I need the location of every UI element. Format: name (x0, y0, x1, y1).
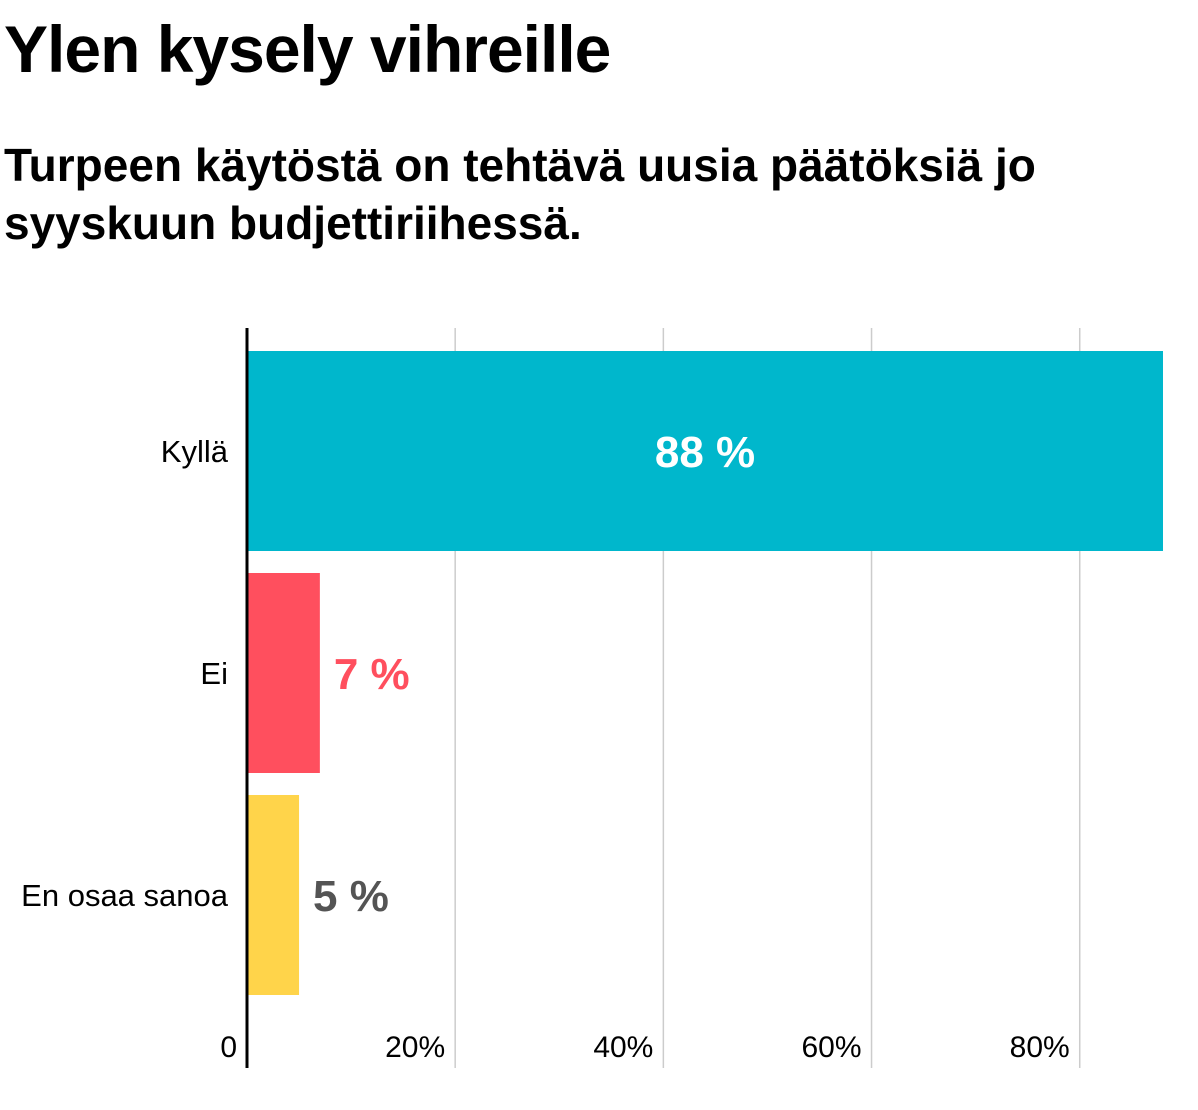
bar-2 (247, 795, 300, 995)
data-label: 7 % (334, 650, 410, 699)
labels: 0 20% 40% 60% 80% Kyllä 88 % Ei 7 % En osaa sanoa… (21, 428, 1070, 1064)
x-tick-label: 80% (1010, 1031, 1070, 1064)
chart-title: Ylen kysely vihreille (4, 12, 611, 86)
x-tick-label: 60% (801, 1031, 861, 1064)
bar-1 (247, 573, 320, 773)
bar-0 (247, 351, 1163, 551)
category-label: Kyllä (161, 434, 229, 469)
x-tick-label: 20% (385, 1031, 445, 1064)
category-label: En osaa sanoa (21, 878, 229, 913)
x-tick-label: 40% (593, 1031, 653, 1064)
data-label: 5 % (313, 872, 389, 921)
category-label: Ei (200, 656, 228, 691)
chart-subtitle: Turpeen käytöstä on tehtävä uusia päätök… (4, 139, 1036, 250)
x-tick-label: 0 (220, 1031, 237, 1064)
bars (247, 351, 1163, 995)
data-label: 88 % (655, 428, 755, 477)
